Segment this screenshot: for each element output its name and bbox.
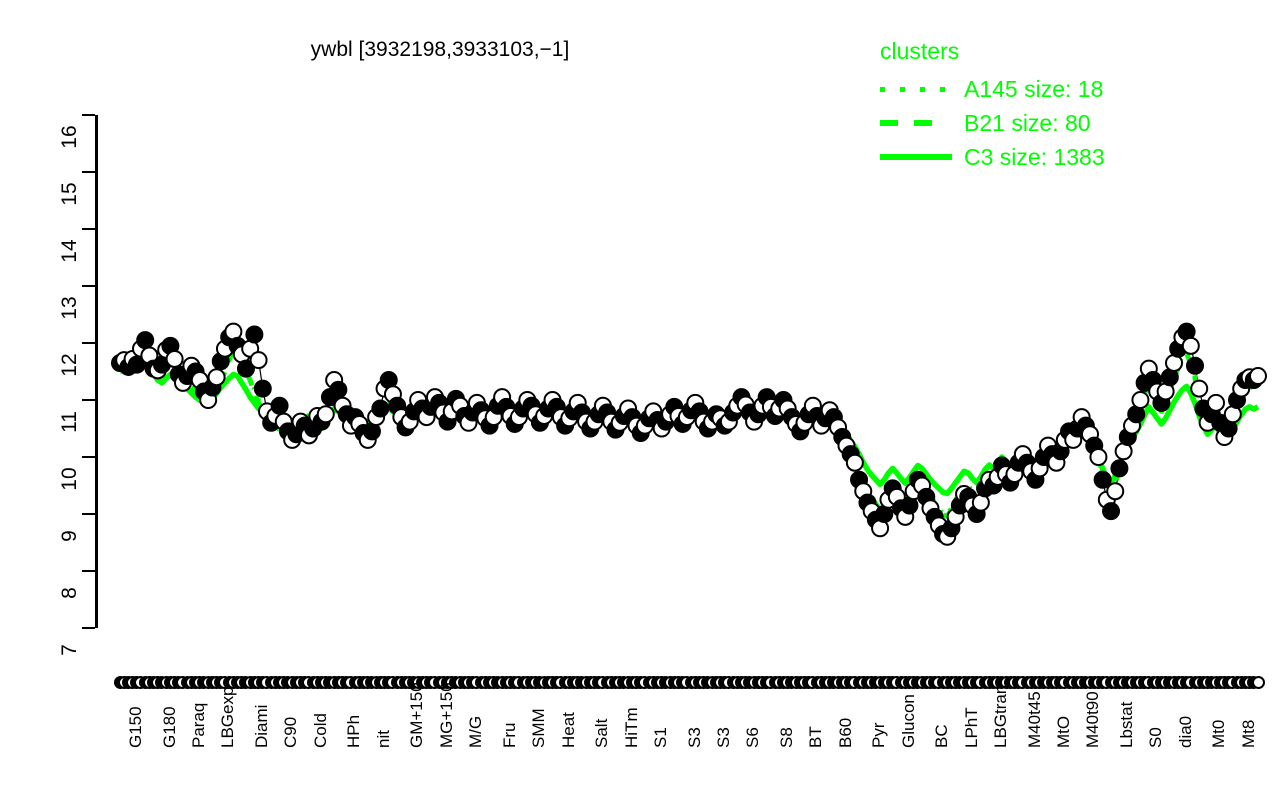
x-axis-label-bottom: C90 xyxy=(281,716,301,748)
x-axis-label-bottom: Mt0 xyxy=(1209,719,1229,748)
y-axis-tick xyxy=(82,228,95,230)
dashed-line-icon xyxy=(880,113,952,133)
y-axis-tick-label: 16 xyxy=(58,125,81,149)
y-axis-tick xyxy=(82,399,95,401)
x-axis-label-bottom: GM+150 xyxy=(407,682,427,748)
data-point-open xyxy=(165,349,184,368)
data-point-filled xyxy=(245,325,264,344)
data-point-filled xyxy=(136,331,155,350)
chart-svg xyxy=(111,322,1267,546)
legend-item-a145: A145 size: 18 xyxy=(880,72,1105,106)
data-point-filled xyxy=(371,399,390,418)
data-point-filled xyxy=(1186,356,1205,375)
x-axis-label-bottom: Cold xyxy=(310,713,330,748)
x-axis-label-bottom: LPhT xyxy=(961,707,981,748)
data-point-filled xyxy=(253,379,272,398)
x-axis-label-bottom: Diami xyxy=(251,704,271,748)
legend-heading: clusters xyxy=(880,38,960,64)
x-axis-label-bottom: S3 xyxy=(684,727,704,748)
y-axis-tick-label: 7 xyxy=(58,644,81,656)
x-axis-label-bottom: BT xyxy=(806,726,826,748)
data-point-filled xyxy=(236,359,255,378)
x-axis-label-bottom: M/G xyxy=(466,715,486,748)
y-axis-tick xyxy=(82,342,95,344)
x-axis-label-bottom: S3 xyxy=(713,727,733,748)
y-axis-line xyxy=(95,115,98,628)
page-title: ywbl [3932198,3933103,−1] xyxy=(310,38,570,61)
x-axis-label-bottom: Heat xyxy=(558,712,578,748)
x-axis-label-bottom: Salt xyxy=(592,718,612,748)
data-point-open xyxy=(1106,482,1125,501)
x-axis-label-bottom: S6 xyxy=(743,727,763,748)
data-point-filled xyxy=(329,380,348,399)
y-axis-tick-label: 12 xyxy=(58,353,81,377)
data-point-filled xyxy=(127,355,146,374)
y-axis-tick xyxy=(82,627,95,629)
y-axis-tick-label: 11 xyxy=(58,411,81,433)
y-axis-tick xyxy=(82,285,95,287)
data-point-filled xyxy=(270,396,289,415)
y-axis-tick-label: 14 xyxy=(58,239,81,263)
data-point-filled xyxy=(1093,470,1112,489)
legend-label-b21: B21 size: 80 xyxy=(964,109,1091,136)
legend-item-c3: C3 size: 1383 xyxy=(880,140,1105,174)
x-axis-label-bottom: Lbstat xyxy=(1117,701,1137,748)
data-point-open xyxy=(249,351,268,370)
x-axis-label-bottom: M40t90 xyxy=(1083,691,1103,748)
x-axis-label-bottom: LBGexp xyxy=(218,686,238,748)
x-axis-label-bottom: S1 xyxy=(650,727,670,748)
x-axis-label-bottom: B60 xyxy=(835,717,855,748)
x-axis-band: G135H2O2Oxctldia15dia5C30LPhaerofermM9-t… xyxy=(98,630,1278,800)
x-axis-label-bottom: S8 xyxy=(776,727,796,748)
x-axis-label-bottom: Fru xyxy=(499,722,519,749)
data-point-open xyxy=(845,453,864,472)
data-point-open xyxy=(1207,393,1226,412)
legend-item-b21: B21 size: 80 xyxy=(880,106,1105,140)
x-axis-label-bottom: MG+150 xyxy=(436,682,456,748)
y-axis-tick xyxy=(82,114,95,116)
x-axis-label-bottom: HPh xyxy=(344,714,364,748)
x-axis-label-bottom: Paraq xyxy=(188,702,208,748)
x-axis-label-bottom: LBGtran xyxy=(991,684,1011,748)
x-axis-label-bottom: Glucon xyxy=(898,694,918,748)
x-axis-label-bottom: G150 xyxy=(126,706,145,748)
data-point-open xyxy=(1190,379,1209,398)
y-axis-tick-label: 9 xyxy=(58,530,81,542)
y-axis-tick xyxy=(82,513,95,515)
data-point-filled xyxy=(1110,459,1129,478)
y-axis-tick-label: 8 xyxy=(58,587,81,599)
y-axis-tick-label: 15 xyxy=(58,182,81,206)
x-axis-label-bottom: nit xyxy=(373,730,393,748)
legend: clusters A145 size: 18 B21 size: 80 C3 s… xyxy=(880,40,1105,174)
sample-symbol-open xyxy=(1251,676,1265,689)
dotted-line-icon xyxy=(880,79,952,99)
data-point-open xyxy=(1131,391,1150,409)
x-axis-label-bottom: M40t45 xyxy=(1024,691,1044,748)
x-axis-label-bottom: G180 xyxy=(159,706,179,748)
x-axis-label-bottom: Mt8 xyxy=(1238,719,1258,748)
y-axis-tick xyxy=(82,456,95,458)
data-point-filled xyxy=(1102,502,1121,521)
y-axis-tick-label: 13 xyxy=(58,296,81,320)
y-axis-tick xyxy=(82,171,95,173)
x-axis-label-bottom: MtO xyxy=(1054,715,1074,748)
y-axis-tick-label: 10 xyxy=(58,467,81,491)
x-axis-label-bottom: S0 xyxy=(1146,727,1166,748)
x-axis-label-bottom: HiTm xyxy=(621,707,641,748)
x-axis-label-bottom: BC xyxy=(932,724,952,748)
data-point-open xyxy=(316,405,335,424)
legend-label-c3: C3 size: 1383 xyxy=(964,143,1105,170)
x-axis-label-bottom: SMM xyxy=(529,708,549,748)
plot-panel xyxy=(98,115,1274,628)
data-point-open xyxy=(207,368,226,387)
data-point-open xyxy=(1089,448,1108,466)
data-point-open xyxy=(1181,336,1200,355)
y-axis-tick xyxy=(82,570,95,572)
legend-label-a145: A145 size: 18 xyxy=(964,75,1104,102)
data-point-open xyxy=(1249,367,1267,386)
x-axis-label-bottom: Pyr xyxy=(869,722,889,749)
x-axis-label-bottom: dia0 xyxy=(1175,715,1195,748)
solid-line-icon xyxy=(880,147,952,167)
